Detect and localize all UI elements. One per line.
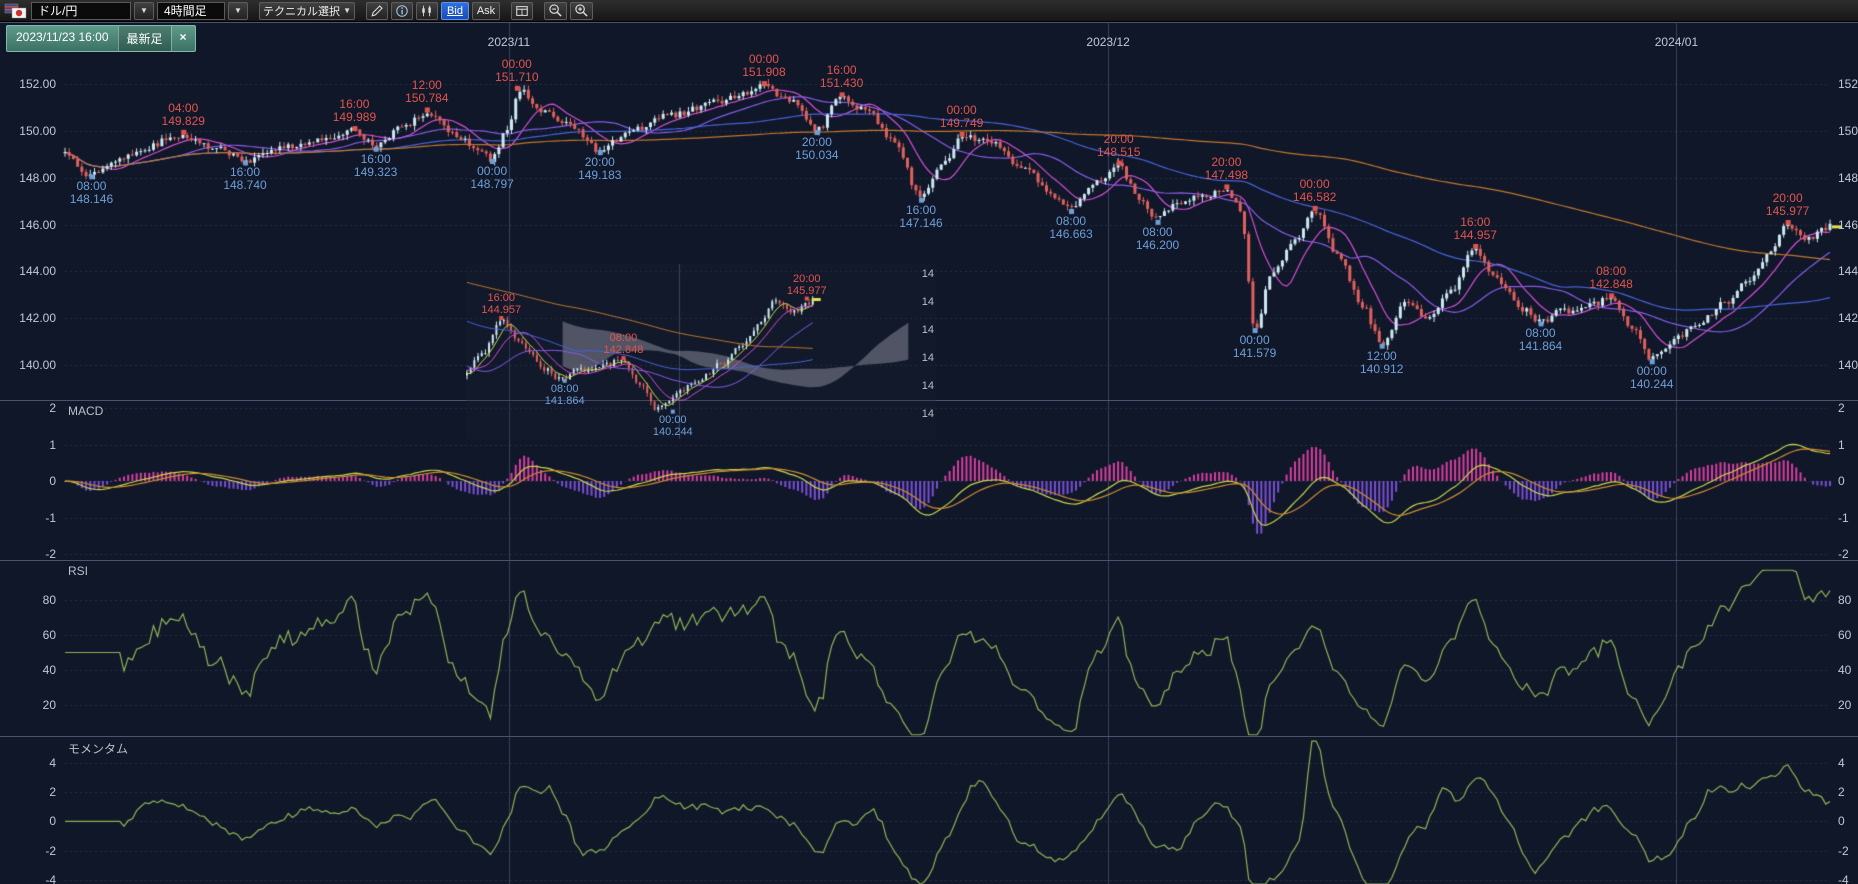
macd-title: MACD: [68, 404, 104, 418]
tab-latest-badge: 最新足: [117, 26, 171, 51]
info-icon: [396, 4, 408, 17]
timeframe-dropdown-button[interactable]: ▼: [228, 1, 248, 20]
zoom-in-button[interactable]: [570, 1, 593, 20]
currency-pair-flags-icon: [4, 2, 28, 20]
momentum-panel: モメンタム 4 4 2 2 0 0 -2 -2 -4 -4: [0, 736, 1858, 884]
chevron-down-icon: ▼: [234, 5, 242, 15]
tab-close-button[interactable]: ×: [170, 26, 195, 51]
ask-button[interactable]: Ask: [472, 1, 500, 20]
draw-tool-button[interactable]: [366, 1, 388, 20]
pencil-icon: [371, 4, 383, 17]
chart-region: 2023/112023/122024/01152.00152.00150.001…: [0, 22, 1858, 884]
rsi-canvas[interactable]: [0, 561, 1858, 737]
tab-date: 2023/11/23 16:00: [16, 30, 109, 44]
pair-dropdown-button[interactable]: ▼: [134, 1, 154, 20]
chart-type-button[interactable]: [416, 1, 438, 20]
technical-select-button[interactable]: テクニカル選択 ▼: [259, 1, 355, 20]
timeframe-select-value: 4時間足: [164, 4, 207, 18]
inset-canvas[interactable]: [466, 264, 936, 439]
momentum-title: モメンタム: [68, 742, 129, 756]
pair-select-value: ドル/円: [38, 4, 78, 18]
zoom-out-button[interactable]: [544, 1, 567, 20]
rsi-panel: RSI 80 80 60 60 40 40 20 20: [0, 560, 1858, 737]
bid-button[interactable]: Bid: [441, 1, 469, 20]
pair-select[interactable]: ドル/円: [31, 1, 131, 20]
chevron-down-icon: ▼: [140, 5, 148, 15]
chart-tab[interactable]: 2023/11/23 16:00 最新足 ×: [6, 25, 196, 52]
inset-chart[interactable]: 16:00 144.957 08:00 142.848 20:00 145.977 08:0…: [466, 264, 936, 439]
info-button[interactable]: [391, 1, 413, 20]
toolbar: ドル/円 ▼ 4時間足 ▼ テクニカル選択 ▼: [0, 0, 1858, 22]
zoom-out-icon: [549, 4, 562, 17]
rsi-title: RSI: [68, 564, 89, 578]
candlestick-icon: [422, 5, 431, 16]
chevron-down-icon: ▼: [343, 5, 351, 15]
technical-select-label: テクニカル選択: [263, 5, 340, 18]
window-icon: [516, 5, 528, 16]
zoom-in-icon: [575, 4, 588, 17]
timeframe-select[interactable]: 4時間足: [157, 1, 225, 20]
compare-window-button[interactable]: [511, 1, 533, 20]
momentum-canvas[interactable]: [0, 737, 1858, 884]
